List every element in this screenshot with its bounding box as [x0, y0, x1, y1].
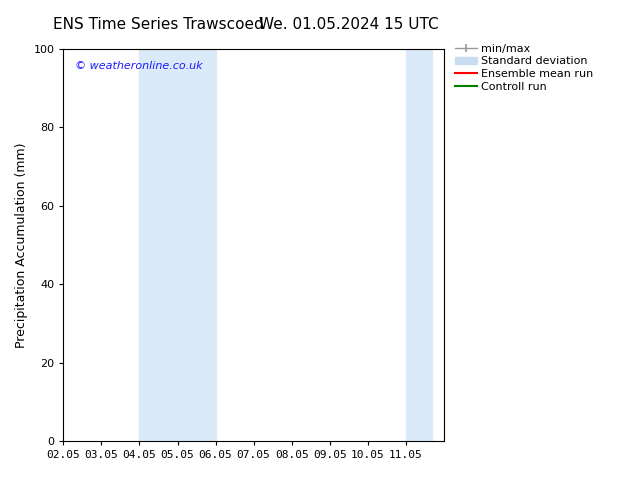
Text: We. 01.05.2024 15 UTC: We. 01.05.2024 15 UTC [259, 17, 439, 32]
Text: © weatheronline.co.uk: © weatheronline.co.uk [75, 61, 202, 71]
Y-axis label: Precipitation Accumulation (mm): Precipitation Accumulation (mm) [15, 142, 28, 348]
Legend: min/max, Standard deviation, Ensemble mean run, Controll run: min/max, Standard deviation, Ensemble me… [450, 39, 598, 97]
Bar [139, 49, 216, 441]
Bar [406, 49, 432, 441]
Text: ENS Time Series Trawscoed: ENS Time Series Trawscoed [53, 17, 264, 32]
